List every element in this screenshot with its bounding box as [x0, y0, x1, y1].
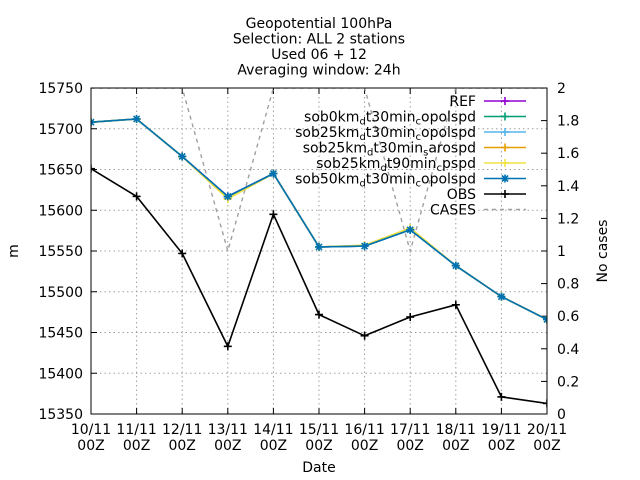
x-tick-label: 00Z — [533, 438, 560, 454]
x-tick-label: 19/11 — [481, 422, 521, 438]
title-line: Used 06 + 12 — [271, 47, 367, 63]
series — [91, 88, 547, 408]
y-tick-label: 15600 — [38, 203, 83, 219]
y-tick-label: 15350 — [38, 407, 83, 423]
point-marker — [91, 121, 95, 126]
y2-tick-label: 1.6 — [557, 146, 579, 162]
x-axis-label: Date — [302, 460, 335, 476]
x-tick-label: 17/11 — [390, 422, 430, 438]
x-tick-label: 00Z — [488, 438, 515, 454]
plot-frame — [90, 87, 548, 415]
series-obs — [91, 164, 547, 408]
series-sob50km-d-t30min-c-opolspd — [91, 114, 547, 324]
point-marker — [361, 242, 369, 250]
x-tick-label: 00Z — [77, 438, 104, 454]
y2-tick-label: 0.2 — [557, 374, 579, 390]
x-tick-label: 00Z — [305, 438, 332, 454]
point-marker — [315, 243, 323, 251]
legend-label: OBS — [447, 187, 476, 203]
legend: REFsob0kmdt30mincopolspdsob25kmdt30minco… — [295, 94, 526, 219]
point-marker — [91, 118, 95, 124]
x-tick-label: 00Z — [351, 438, 378, 454]
y2-tick-label: 0.6 — [557, 309, 579, 325]
x-tick-label: 18/11 — [436, 422, 476, 438]
y2-axis-ticks: 0 0.2 0.4 0.6 0.8 1 1.2 1.4 1.6 1.8 2 — [541, 81, 579, 423]
point-marker — [497, 293, 505, 301]
y2-tick-label: 0.8 — [557, 277, 579, 293]
y-tick-label: 15500 — [38, 285, 83, 301]
legend-label: CASES — [430, 203, 476, 219]
y2-axis-label: No cases — [595, 220, 611, 283]
y2-tick-label: 1.8 — [557, 114, 579, 130]
legend-label: sob25kmdt30mincopolspd — [295, 125, 476, 143]
x-tick-label: 00Z — [168, 438, 195, 454]
point-marker — [269, 170, 277, 178]
title-line: Geopotential 100hPa — [246, 16, 393, 32]
legend-label: sob50kmdt30mincopolspd — [295, 172, 476, 190]
y2-tick-label: 0.4 — [557, 342, 579, 358]
y-tick-label: 15750 — [38, 81, 83, 97]
x-tick-label: 20/11 — [527, 422, 567, 438]
x-tick-label: 16/11 — [344, 422, 384, 438]
y-tick-label: 15400 — [38, 366, 83, 382]
point-marker — [501, 174, 509, 183]
x-tick-label: 12/11 — [162, 422, 202, 438]
point-marker — [452, 262, 460, 270]
x-tick-label: 00Z — [260, 438, 287, 454]
y2-tick-label: 1.4 — [557, 179, 579, 195]
y2-tick-label: 2 — [557, 81, 566, 97]
point-marker — [133, 115, 141, 123]
point-marker — [406, 226, 414, 234]
y-tick-label: 15700 — [38, 122, 83, 138]
y-tick-label: 15650 — [38, 163, 83, 179]
x-tick-label: 14/11 — [253, 422, 293, 438]
x-tick-label: 13/11 — [208, 422, 248, 438]
point-marker — [543, 318, 547, 324]
x-tick-label: 15/11 — [299, 422, 339, 438]
y2-tick-label: 1 — [557, 244, 566, 260]
title-line: Selection: ALL 2 stations — [233, 32, 405, 48]
point-marker — [224, 192, 232, 200]
x-tick-label: 10/11 — [71, 422, 111, 438]
x-tick-label: 00Z — [396, 438, 423, 454]
legend-label: REF — [449, 94, 476, 110]
legend-label: sob25kmdt90mincpspd — [316, 156, 476, 174]
y-axis-label: m — [6, 244, 22, 258]
point-marker — [178, 152, 186, 161]
point-marker — [543, 315, 547, 321]
legend-label: sob0kmdt30mincopolspd — [304, 110, 476, 128]
y-tick-label: 15450 — [38, 326, 83, 342]
y2-tick-label: 0 — [557, 407, 566, 423]
y2-tick-label: 1.2 — [557, 211, 579, 227]
x-tick-label: 00Z — [442, 438, 469, 454]
y-axis-ticks: 15350 15400 15450 15500 15550 15600 15650 15700… — [38, 81, 97, 423]
x-tick-label: 00Z — [214, 438, 241, 454]
x-axis-ticks: 10/1100Z11/1100Z12/1100Z13/1100Z14/1100Z… — [71, 88, 567, 454]
x-tick-label: 00Z — [123, 438, 150, 454]
x-tick-label: 11/11 — [116, 422, 156, 438]
title-line: Averaging window: 24h — [237, 63, 400, 79]
y-tick-label: 15550 — [38, 244, 83, 260]
legend-label: sob25kmdt30minsarospd — [303, 141, 476, 159]
